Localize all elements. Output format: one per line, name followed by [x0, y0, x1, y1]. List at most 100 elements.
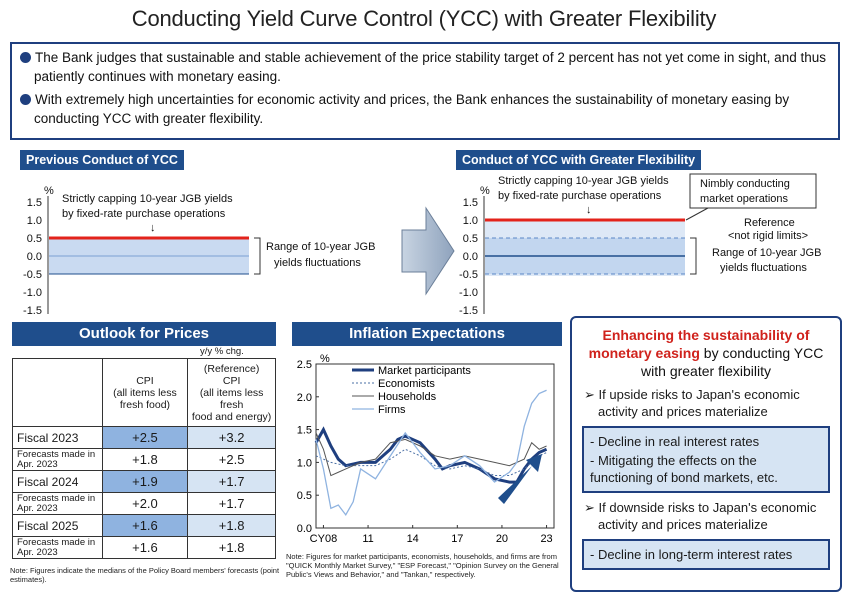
prev-cap-note-2: by fixed-rate purchase operations	[62, 208, 226, 220]
previous-ycc-chart: % 1.5 1.0 0.5 0.0 -0.5 -1.0 -1.5 Strictl…	[23, 185, 375, 317]
flex-ytick: 1.5	[463, 197, 478, 209]
downside-risk-item: ➢ If downside risks to Japan's economic …	[584, 500, 817, 532]
upside-risk-item: ➢ If upside risks to Japan's economic ac…	[584, 387, 800, 419]
table-row: Forecasts made in Apr. 2023 +1.6 +1.8	[12, 536, 276, 559]
nimble-note-2: market operations	[700, 193, 789, 205]
prev-range-note-2: yields fluctuations	[274, 257, 361, 269]
inflation-header: Inflation Expectations	[292, 322, 562, 346]
y-tick-label: 0.0	[297, 523, 312, 535]
x-tick-label: 20	[496, 533, 508, 545]
legend-label: Firms	[378, 404, 406, 416]
y-axis-unit: %	[320, 353, 330, 365]
prev-cap-note-1: Strictly capping 10-year JGB yields	[62, 193, 233, 205]
intro-bullet-2: With extremely high uncertainties for ec…	[20, 90, 830, 128]
outlook-note: Note: Figures indicate the medians of th…	[10, 566, 280, 584]
series-line-households	[315, 432, 547, 477]
cpi-value: +2.5	[101, 426, 189, 449]
down-arrow-icon: ↓	[150, 222, 156, 234]
y-tick-label: 1.0	[297, 457, 312, 469]
row-label: Forecasts made in Apr. 2023	[12, 492, 103, 515]
cpi-value: +1.6	[101, 536, 189, 559]
nimble-pointer	[685, 207, 709, 221]
bullet-dot-icon	[20, 52, 31, 63]
downside-effects-box: - Decline in long-term interest rates	[582, 539, 830, 570]
upside-effect-2: - Mitigating the effects on the function…	[590, 453, 778, 485]
flex-ytick: 0.5	[463, 233, 478, 245]
flexible-ycc-chart: % 1.5 1.0 0.5 0.0 -0.5 -1.0 -1.5 Strictl…	[459, 173, 821, 317]
legend-label: Economists	[378, 378, 435, 390]
flex-ytick: -0.5	[459, 269, 478, 281]
chevron-right-icon: ➢	[584, 500, 595, 515]
table-row: Forecasts made in Apr. 2023 +2.0 +1.7	[12, 492, 276, 515]
reference-note-1: Reference	[744, 217, 795, 229]
prev-ytick: -1.0	[23, 287, 42, 299]
x-tick-label: 23	[540, 533, 552, 545]
chevron-right-icon: ➢	[584, 387, 595, 402]
flex-unit: %	[480, 185, 490, 197]
flex-ytick: -1.0	[459, 287, 478, 299]
cpi-value: +2.0	[101, 492, 189, 515]
cpi-core-value: +1.7	[187, 470, 276, 493]
cpi-core-value: +3.2	[187, 426, 276, 449]
plot-area	[315, 363, 555, 529]
cpi-core-value: +2.5	[187, 448, 276, 471]
legend-label: Market participants	[378, 365, 471, 377]
prev-ytick: 0.0	[27, 251, 42, 263]
flex-ytick: 1.0	[463, 215, 478, 227]
table-row: Fiscal 2025 +1.6 +1.8	[12, 514, 276, 537]
cpi-core-value: +1.8	[187, 514, 276, 537]
x-tick-label: 11	[362, 533, 373, 545]
outlook-col1-header: CPI (all items less fresh food)	[101, 358, 189, 427]
cpi-core-value: +1.8	[187, 536, 276, 559]
outlook-corner-cell	[12, 358, 103, 427]
flex-range-note-2: yields fluctuations	[720, 262, 807, 274]
intro-box: The Bank judges that sustainable and sta…	[10, 42, 840, 140]
y-tick-label: 2.5	[297, 359, 312, 371]
row-label: Fiscal 2023	[12, 426, 103, 449]
flexible-yticks: 1.5 1.0 0.5 0.0 -0.5 -1.0 -1.5	[459, 197, 478, 317]
intro-bullet-1: The Bank judges that sustainable and sta…	[20, 48, 830, 86]
prev-ytick: -0.5	[23, 269, 42, 281]
y-tick-label: 2.0	[297, 392, 312, 404]
prev-range-bracket	[254, 237, 261, 275]
series-line-firms	[315, 389, 547, 517]
flex-range-bracket	[690, 237, 697, 275]
cpi-value: +1.9	[101, 470, 189, 493]
flex-ytick: 0.0	[463, 251, 478, 263]
previous-unit: %	[44, 185, 54, 197]
downside-effect-1: - Decline in long-term interest rates	[590, 547, 793, 562]
prev-ytick: 0.5	[27, 233, 42, 245]
row-label: Forecasts made in Apr. 2023	[12, 448, 103, 471]
inflation-chart: 2.5 2.0 1.5 1.0 0.5 0.0% CY08 11 14 17 20 23 Market …	[297, 353, 555, 545]
cpi-value: +1.6	[101, 514, 189, 537]
upside-effect-1: - Decline in real interest rates	[590, 434, 760, 449]
prev-ytick: 1.0	[27, 215, 42, 227]
flexible-label: Conduct of YCC with Greater Flexibility	[456, 150, 702, 170]
sustainability-title: Enhancing the sustainability of monetary…	[588, 327, 824, 379]
cpi-value: +1.8	[101, 448, 189, 471]
flex-cap-note-2: by fixed-rate purchase operations	[498, 190, 662, 202]
down-arrow-icon: ↓	[586, 204, 592, 216]
prev-range-note-1: Range of 10-year JGB	[266, 241, 375, 253]
reference-note-2: <not rigid limits>	[728, 230, 808, 242]
flex-range-note-1: Range of 10-year JGB	[712, 247, 821, 259]
y-tick-label: 0.5	[297, 490, 312, 502]
page-title: Conducting Yield Curve Control (YCC) wit…	[131, 6, 717, 31]
x-tick-label: CY08	[310, 533, 338, 545]
outlook-header: Outlook for Prices	[12, 322, 276, 346]
row-label: Fiscal 2025	[12, 514, 103, 537]
previous-label: Previous Conduct of YCC	[20, 150, 184, 170]
row-label: Fiscal 2024	[12, 470, 103, 493]
previous-yticks: 1.5 1.0 0.5 0.0 -0.5 -1.0 -1.5	[23, 197, 42, 317]
flex-ytick: -1.5	[459, 305, 478, 317]
table-row: Fiscal 2023 +2.5 +3.2	[12, 426, 276, 449]
sustainability-box: Enhancing the sustainability of monetary…	[570, 316, 842, 592]
cpi-core-value: +1.7	[187, 492, 276, 515]
upside-effects-box: - Decline in real interest rates - Mitig…	[582, 426, 830, 493]
series-line-economists	[315, 448, 547, 477]
inflation-note: Note: Figures for market participants, e…	[286, 552, 559, 579]
prev-ytick: -1.5	[23, 305, 42, 317]
table-row: Fiscal 2024 +1.9 +1.7	[12, 470, 276, 493]
transition-arrow-icon	[401, 206, 455, 296]
x-tick-label: 14	[407, 533, 419, 545]
